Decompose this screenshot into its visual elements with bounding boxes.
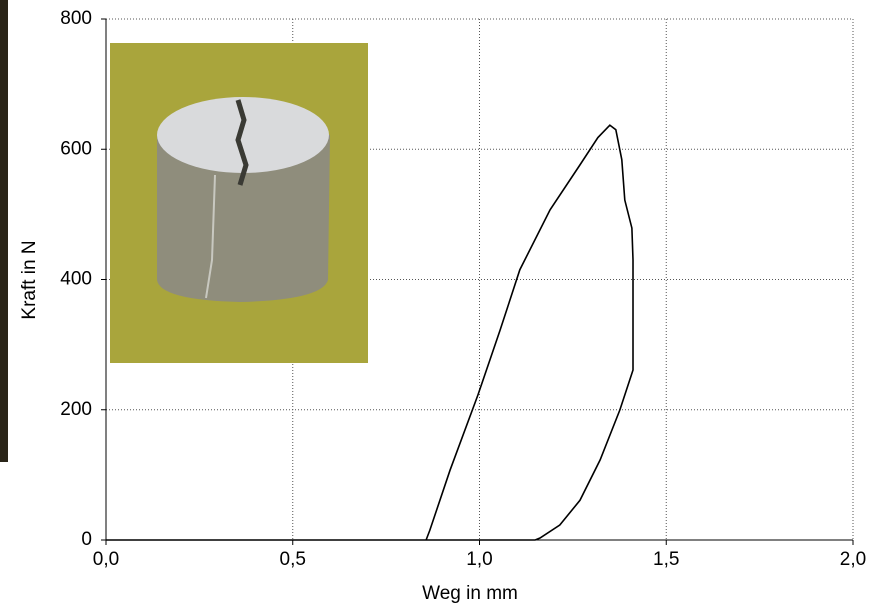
y-tick-label: 800 [60,8,92,29]
x-tick-label: 0,0 [93,549,119,570]
y-axis-label: Kraft in N [19,240,40,319]
x-axis-label: Weg in mm [422,583,518,604]
x-tick-label: 2,0 [840,549,866,570]
cropped-photo-edge [0,0,8,462]
y-tick-label: 0 [81,529,92,550]
x-tick-label: 1,0 [466,549,492,570]
inset-photo [110,43,368,363]
data-line [106,124,634,541]
x-tick-label: 1,5 [653,549,679,570]
y-tick-label: 600 [60,138,92,159]
y-tick-label: 400 [60,269,92,290]
x-tick-label: 0,5 [280,549,306,570]
y-tick-label: 200 [60,399,92,420]
